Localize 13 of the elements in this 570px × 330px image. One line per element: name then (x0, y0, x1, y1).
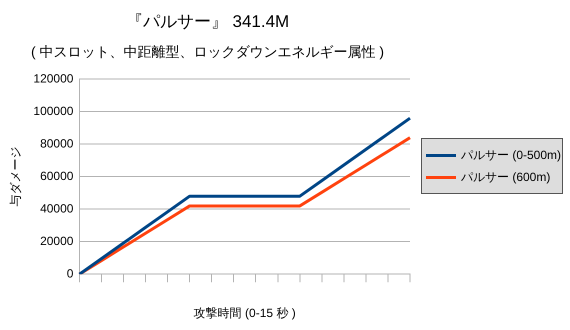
y-tick-label: 0 (66, 266, 74, 281)
chart-subtitle: ( 中スロット、中距離型、ロックダウンエネルギー属性 ) (30, 44, 384, 60)
x-axis-title: 攻撃時間 (0-15 秒 ) (194, 306, 296, 320)
chart-title: 『パルサー』 341.4M (126, 12, 290, 31)
y-tick-label: 60000 (40, 169, 74, 184)
y-tick-label: 80000 (40, 136, 74, 151)
y-tick-label: 100000 (33, 104, 74, 118)
y-tick-label: 40000 (40, 202, 74, 216)
legend-label: パルサー (600m) (461, 168, 550, 186)
y-axis-title: 与ダメージ (8, 146, 23, 207)
y-tick-label: 120000 (33, 72, 74, 86)
legend-label: パルサー (0-500m) (461, 146, 562, 164)
y-tick-label: 20000 (40, 234, 74, 248)
